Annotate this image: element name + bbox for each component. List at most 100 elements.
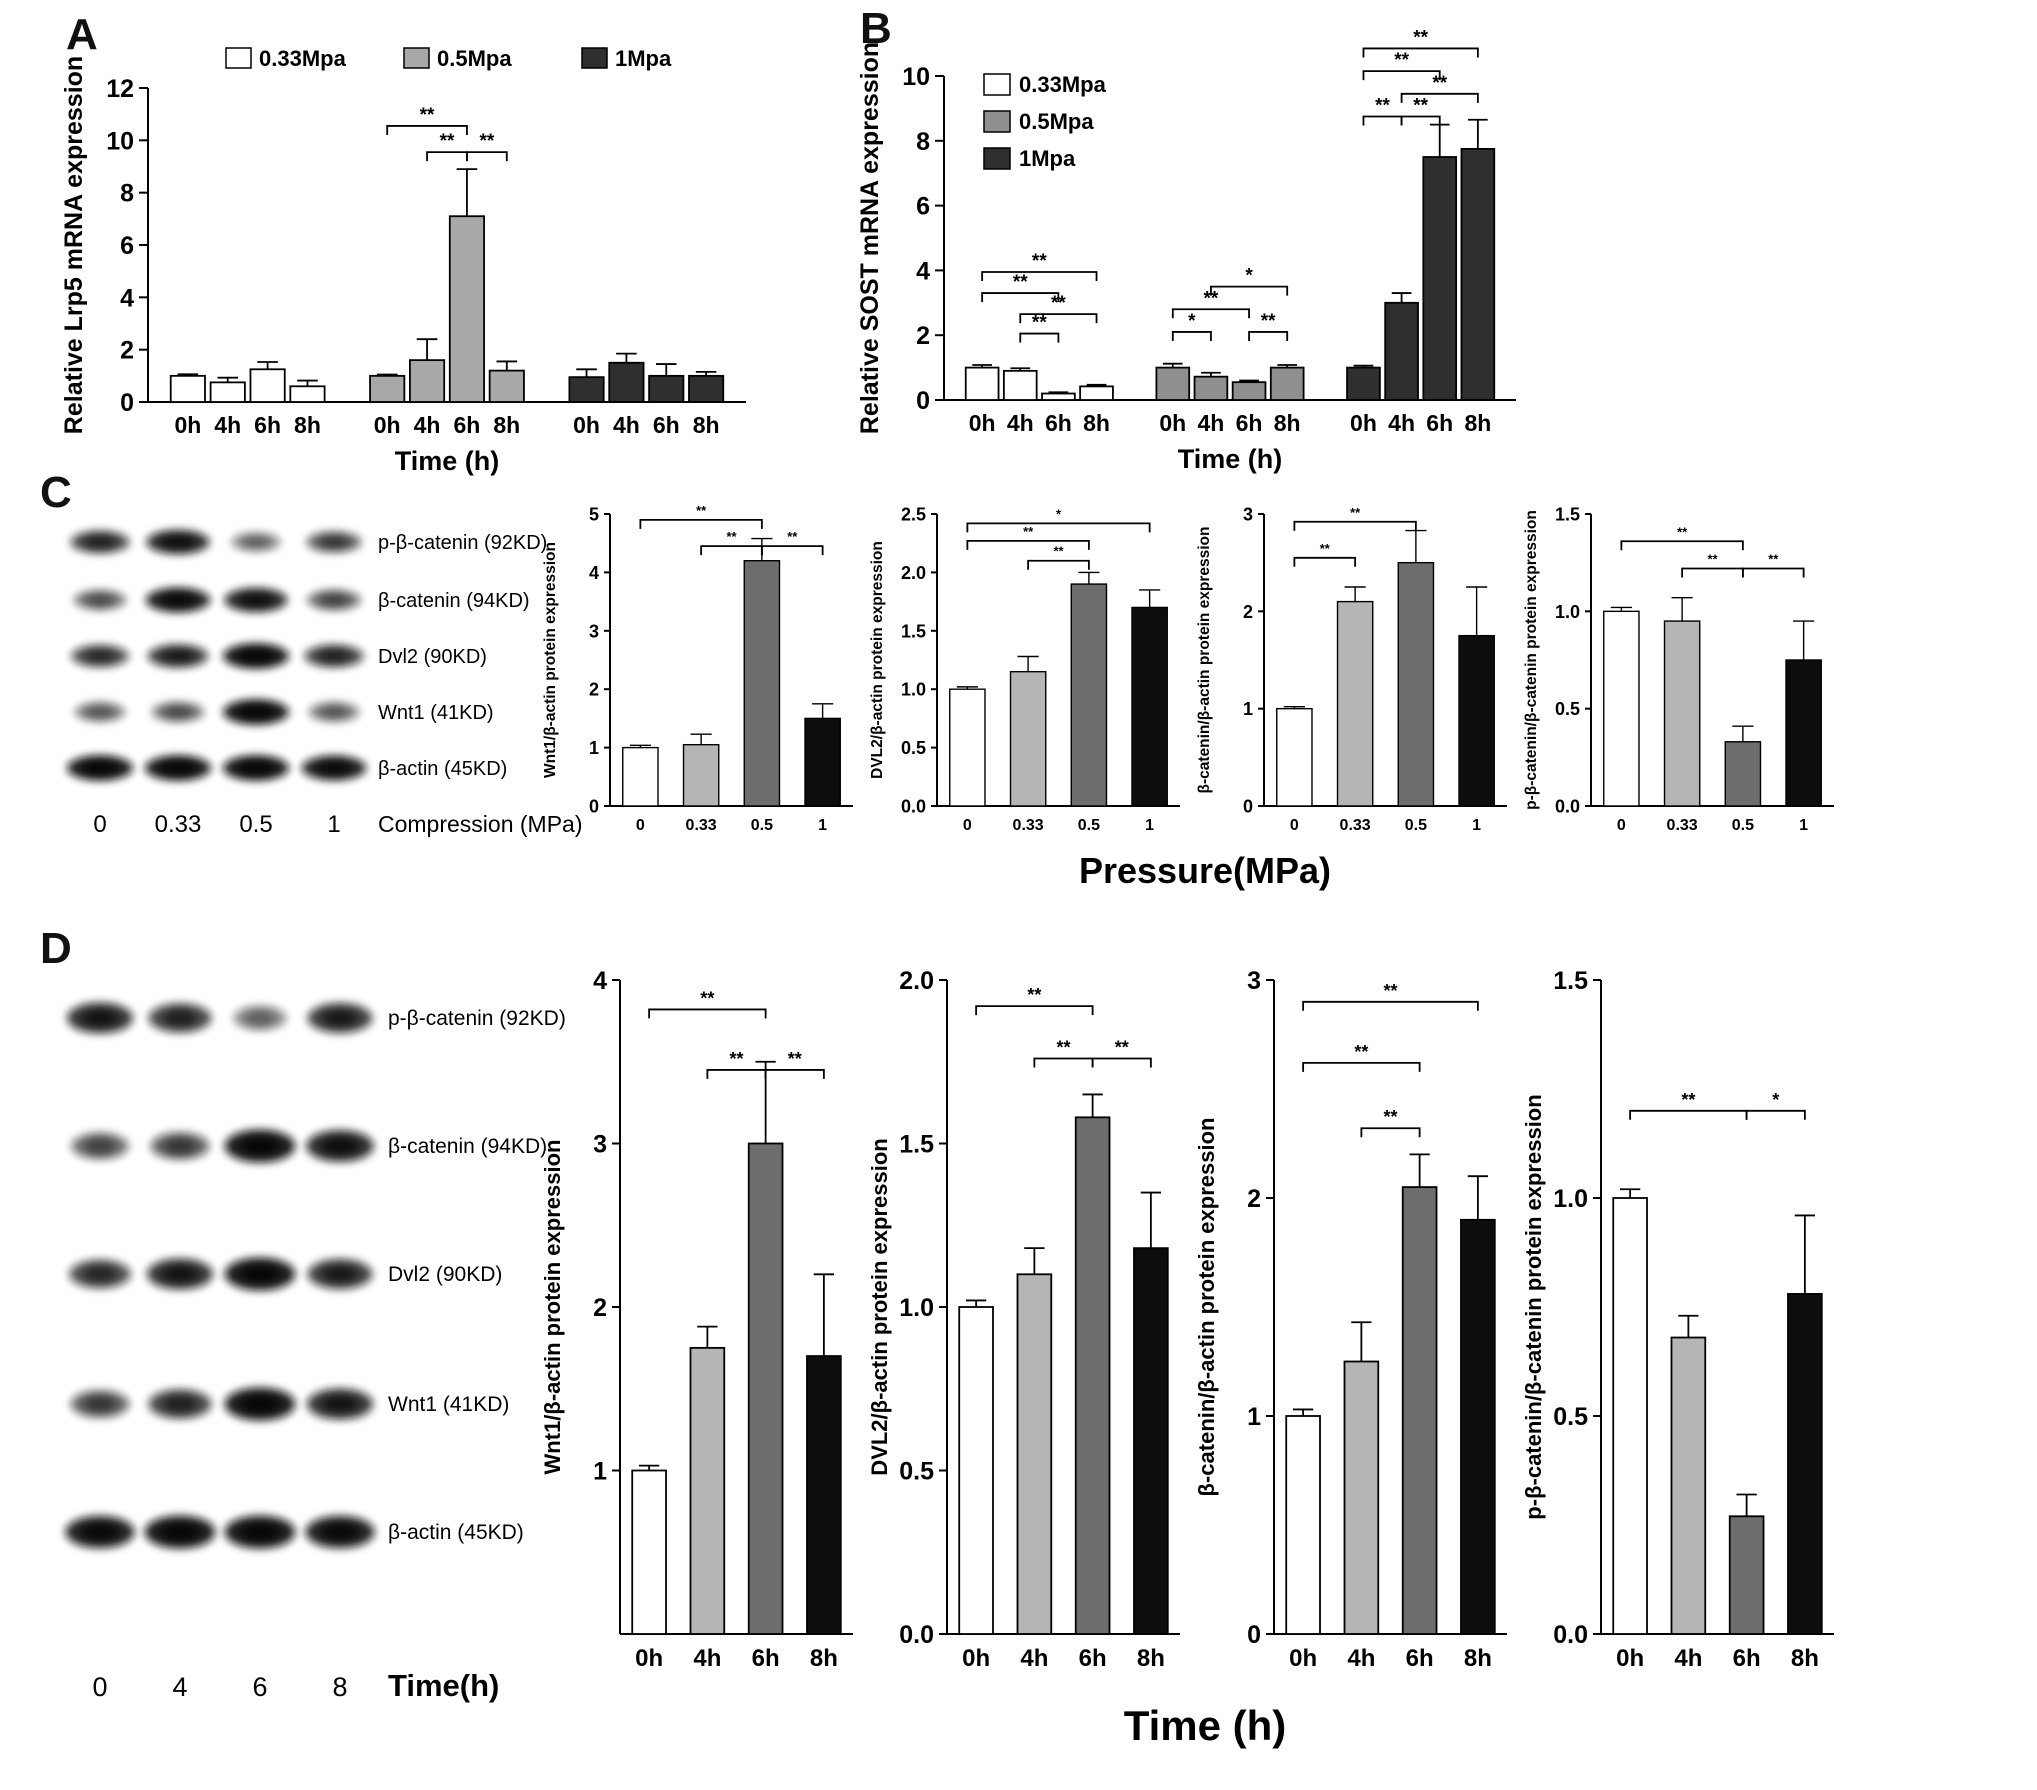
legend-label: 0.33Mpa (259, 46, 347, 71)
bar (1269, 366, 1305, 401)
y-tick-label: 3 (1243, 504, 1253, 524)
sig-bracket (981, 271, 1098, 282)
sig-bracket (1171, 331, 1212, 341)
bar (1787, 1293, 1823, 1635)
x-tick-label: 0h (962, 1645, 990, 1672)
x-tick-label: 6h (752, 1645, 780, 1672)
x-tick-label: 8h (693, 412, 720, 438)
sig-label: ** (788, 1049, 802, 1069)
sig-bracket (466, 151, 508, 162)
x-tick-label: 0h (969, 410, 996, 436)
sig-bracket (1033, 1057, 1094, 1068)
sig-label: ** (1707, 552, 1718, 567)
panel-c-label: C (40, 468, 72, 517)
y-tick-label: 1.0 (899, 1294, 934, 1322)
x-tick-label: 6h (454, 412, 481, 438)
blot-axis-label: Compression (MPa) (378, 811, 583, 837)
y-tick-label: 1.5 (1553, 967, 1588, 995)
sig-label: ** (1032, 313, 1047, 334)
bar (1074, 1116, 1111, 1635)
sig-bracket (1019, 332, 1060, 343)
x-tick-label: 0h (374, 412, 401, 438)
bar (1079, 385, 1114, 401)
x-tick-label: 8h (1137, 1645, 1165, 1672)
x-tick-label: 1 (1145, 817, 1154, 834)
blot-row-label: p-β-catenin (92KD) (388, 1007, 566, 1030)
sig-bracket (1091, 1057, 1152, 1068)
x-tick-label: 4h (693, 1645, 721, 1672)
sig-bracket (386, 125, 468, 135)
sig-bracket (1248, 331, 1289, 341)
y-tick-label: 1.0 (901, 680, 926, 700)
sig-bracket (1293, 520, 1417, 531)
y-tick-label: 2 (120, 337, 134, 365)
y-tick-label: 0.5 (901, 738, 926, 758)
y-axis-title: p-β-catenin/β-catenin protein expression (1523, 510, 1540, 810)
bar (631, 1469, 667, 1635)
x-axis-title: Time (h) (395, 446, 500, 476)
sig-bracket (1293, 556, 1357, 567)
sig-label: ** (479, 131, 494, 152)
bar (1133, 1247, 1169, 1635)
x-tick-label: 8h (1791, 1645, 1819, 1672)
x-tick-label: 6h (1079, 1645, 1107, 1672)
sig-bracket (1400, 115, 1441, 126)
y-tick-label: 0.0 (1555, 796, 1580, 816)
x-tick-label: 1 (1799, 817, 1808, 834)
blot-row-label: Dvl2 (90KD) (388, 1263, 502, 1286)
sig-bracket (1171, 308, 1250, 319)
y-tick-label: 6 (916, 193, 930, 221)
bar (1612, 1197, 1648, 1635)
x-tick-label: 0.5 (1405, 817, 1427, 834)
chart-dvl2-time: 0.0 0.5 1.0 1.5 2.0 DVL2/β-actin protein expr… (867, 967, 1180, 1672)
x-tick-label: 0.5 (751, 817, 773, 834)
sig-label: * (1056, 506, 1062, 521)
sig-label: ** (440, 131, 455, 152)
y-tick-label: 1.0 (1555, 602, 1580, 622)
bar (1041, 392, 1076, 401)
y-tick-label: 12 (106, 75, 134, 103)
y-tick-label: 0.0 (901, 796, 926, 816)
y-tick-label: 1 (1243, 699, 1253, 719)
sig-label: ** (1115, 1037, 1129, 1057)
bar (1193, 375, 1229, 401)
x-tick-label: 4h (414, 412, 441, 438)
bar (747, 1142, 784, 1635)
bar (1785, 659, 1822, 807)
sig-bracket (1745, 1109, 1806, 1120)
y-tick-label: 0.5 (1555, 699, 1580, 719)
sig-label: ** (726, 529, 737, 544)
legend-swatch (983, 73, 1011, 96)
sig-bracket (966, 522, 1151, 533)
y-tick-label: 0 (589, 796, 599, 816)
x-tick-label: 6h (1406, 1645, 1434, 1672)
y-tick-label: 1.5 (899, 1131, 934, 1159)
bar (1384, 301, 1419, 401)
bar (1336, 600, 1374, 807)
sig-bracket (1027, 559, 1090, 570)
x-tick-label: 0.33 (1340, 817, 1371, 834)
blot-lane-label: 0.5 (239, 811, 272, 838)
chart-sost-mrna: 0 2 4 6 8 10 Relative SOST mRNA expression 0h 4h… (856, 27, 1516, 474)
sig-bracket (760, 545, 824, 556)
sig-label: * (1245, 266, 1253, 287)
legend-swatch (225, 47, 252, 69)
y-axis-title: DVL2/β-actin protein expression (867, 1138, 892, 1475)
blot-lane-label: 4 (172, 1672, 187, 1702)
bar (1155, 366, 1191, 401)
bar (949, 688, 986, 807)
blot-row-label: Wnt1 (41KD) (388, 1393, 509, 1416)
blot-lane-label: 0 (93, 811, 106, 838)
sig-bracket (706, 1069, 767, 1079)
bar (1285, 1415, 1321, 1635)
y-tick-label: 3 (1247, 967, 1261, 995)
sig-label: ** (1320, 541, 1331, 556)
sig-bracket (1019, 313, 1098, 324)
x-tick-label: 6h (1236, 410, 1263, 436)
bar (682, 743, 720, 807)
sig-label: ** (420, 105, 435, 126)
blot-axis-label: Time(h) (388, 1668, 499, 1703)
sig-label: ** (1204, 288, 1219, 309)
sig-bracket (1210, 285, 1289, 296)
bar (249, 368, 286, 403)
